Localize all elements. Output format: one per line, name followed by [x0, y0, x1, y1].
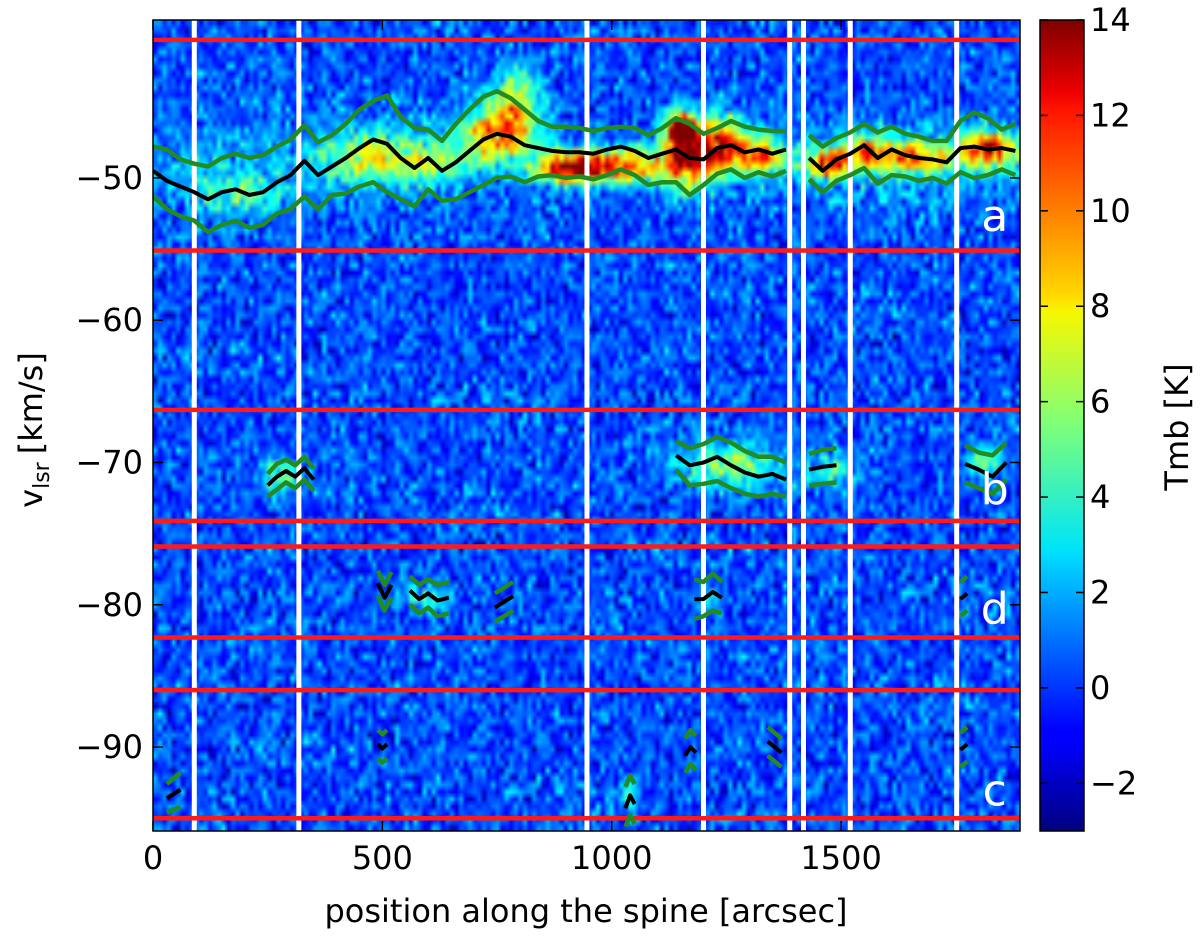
upper-bound-line	[623, 773, 637, 788]
lower-bound-line	[958, 759, 969, 769]
colorbar-label: Tmb [K]	[1158, 363, 1196, 491]
plot-area: a b d c 0 500 1000 1500 −50 −60 −70 −80 −90	[75, 19, 1021, 877]
panel-label-b: b	[981, 464, 1009, 515]
centroid-velocity-line	[376, 742, 389, 751]
axis-ticks: 0 500 1000 1500 −50 −60 −70 −80 −90	[75, 20, 1020, 877]
colorbar-tick-label: −2	[1090, 764, 1137, 802]
lower-bound-line	[674, 468, 787, 499]
lower-bound-line	[958, 608, 969, 618]
x-axis-title: position along the spine [arcsec]	[324, 892, 847, 930]
lower-bound-line	[493, 608, 515, 624]
lower-bound-line	[807, 165, 1017, 195]
centroid-velocity-line	[964, 461, 1008, 479]
upper-bound-line	[807, 110, 1017, 149]
y-tick-label: −80	[75, 586, 143, 624]
lower-bound-line	[766, 753, 783, 769]
x-tick-label: 1000	[571, 839, 652, 877]
upper-bound-line	[165, 770, 182, 786]
upper-bound-line	[808, 446, 837, 457]
y-axis-title-sub: lsr	[30, 461, 55, 489]
y-tick-label: −90	[75, 728, 143, 766]
panel-label-a: a	[981, 191, 1008, 242]
lower-bound-line	[964, 478, 1008, 497]
upper-bound-line	[683, 727, 698, 740]
plot-frame	[152, 19, 1021, 832]
panel-label-c: c	[983, 766, 1007, 817]
colorbar-tick-label: 14	[1090, 1, 1131, 39]
upper-bound-line	[266, 454, 316, 476]
centroid-velocity-line	[623, 793, 637, 809]
colorbar-tick-label: 6	[1090, 383, 1110, 421]
upper-bound-line	[153, 88, 786, 169]
y-axis-title-unit: [km/s]	[12, 352, 50, 454]
centroid-velocity-line	[808, 463, 837, 472]
upper-bound-line	[493, 580, 515, 596]
centroid-velocity-line	[674, 453, 787, 482]
colorbar-tick-label: 12	[1090, 96, 1131, 134]
centroid-velocity-line	[959, 591, 969, 601]
centroid-velocity-line	[959, 742, 969, 752]
upper-bound-line	[958, 725, 969, 735]
x-tick-label: 500	[352, 839, 413, 877]
centroid-velocity-line	[375, 582, 394, 600]
colorbar: 14 12 10 8 6 4 2 0 −2 Tmb [K]	[1039, 1, 1196, 832]
centroid-velocity-line	[493, 594, 515, 610]
colorbar-tick-label: 4	[1090, 478, 1110, 516]
lower-bound-line	[683, 761, 698, 774]
centroid-velocity-line	[153, 131, 787, 202]
y-tick-label: −60	[75, 301, 143, 339]
lower-bound-line	[266, 477, 316, 499]
y-axis-title-main: v	[12, 489, 50, 508]
colorbar-tick-label: 2	[1090, 573, 1110, 611]
svg-text:vlsr[km/s]: vlsr [km/s]	[12, 352, 55, 508]
centroid-velocity-line	[165, 788, 182, 800]
y-axis-title: vlsr [km/s]	[12, 352, 55, 508]
x-tick-label: 1500	[800, 839, 881, 877]
y-tick-label: −70	[75, 443, 143, 481]
colorbar-tick-label: 10	[1090, 192, 1131, 230]
centroid-velocity-line	[408, 589, 450, 603]
upper-bound-line	[958, 574, 969, 584]
colorbar-tick-label: 8	[1090, 287, 1110, 325]
centroid-velocity-line	[807, 143, 1016, 173]
overlay-layer: a b d c	[153, 20, 1020, 831]
colorbar-frame	[1039, 19, 1085, 832]
lower-bound-line	[153, 167, 787, 235]
colorbar-ticks: 14 12 10 8 6 4 2 0 −2	[1040, 1, 1137, 802]
centroid-velocity-line	[694, 590, 723, 602]
upper-bound-line	[693, 571, 724, 585]
upper-bound-line	[375, 569, 394, 588]
upper-bound-line	[376, 728, 389, 737]
centroid-velocity-line	[766, 739, 783, 755]
upper-bound-line	[963, 440, 1008, 458]
lower-bound-line	[408, 603, 450, 619]
lower-bound-line	[808, 480, 837, 488]
upper-bound-line	[674, 434, 787, 465]
lower-bound-line	[693, 608, 723, 622]
upper-bound-line	[766, 725, 783, 741]
lower-bound-line	[376, 756, 389, 765]
y-tick-label: −50	[75, 159, 143, 197]
upper-bound-line	[408, 574, 450, 588]
lower-bound-line	[165, 804, 182, 815]
panel-label-d: d	[981, 584, 1009, 635]
centroid-velocity-line	[266, 466, 316, 487]
lower-bound-line	[623, 813, 637, 828]
centroid-velocity-line	[683, 745, 698, 757]
lower-bound-line	[375, 595, 394, 613]
colorbar-tick-label: 0	[1090, 669, 1110, 707]
x-tick-label: 0	[143, 839, 163, 877]
colorbar-gradient	[1040, 20, 1084, 831]
